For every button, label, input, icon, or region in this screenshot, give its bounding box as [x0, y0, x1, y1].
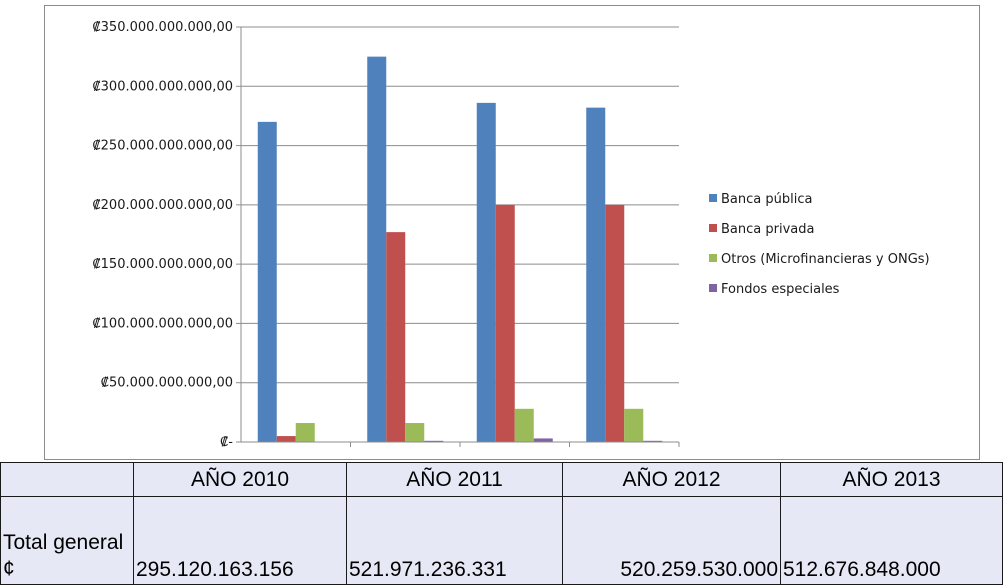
bar	[495, 204, 515, 442]
table-row: Total general ¢ 295.120.163.156 521.971.…	[0, 496, 1003, 585]
row-label: Total general ¢	[0, 496, 134, 585]
legend-label: Banca privada	[721, 222, 814, 237]
bar	[586, 107, 606, 442]
table-header-cell	[0, 462, 134, 497]
table-cell: 521.971.236.331	[346, 496, 563, 585]
table-cell: 520.259.530.000	[562, 496, 781, 585]
bar	[624, 408, 644, 442]
bar	[643, 440, 663, 442]
bar	[276, 436, 296, 442]
legend-label: Banca pública	[721, 192, 812, 207]
bar	[367, 56, 387, 443]
bar	[257, 121, 277, 442]
bar	[386, 232, 406, 442]
y-tick-label: ₡250.000.000.000,00	[92, 139, 233, 154]
y-tick-label: ₡50.000.000.000,00	[101, 376, 233, 391]
legend-swatch	[709, 224, 717, 232]
bar	[424, 440, 444, 442]
bar	[605, 204, 625, 442]
legend-swatch	[709, 194, 717, 202]
y-tick-label: ₡150.000.000.000,00	[92, 257, 233, 272]
y-tick-label: ₡200.000.000.000,00	[92, 198, 233, 213]
bar	[533, 438, 553, 442]
bar	[476, 102, 496, 442]
y-tick-label: ₡100.000.000.000,00	[92, 316, 233, 331]
totals-table: AÑO 2010 AÑO 2011 AÑO 2012 AÑO 2013 Tota…	[0, 462, 1003, 585]
legend-swatch	[709, 254, 717, 262]
table-header-cell: AÑO 2011	[346, 462, 563, 497]
bar	[514, 408, 534, 442]
table-cell: 512.676.848.000	[780, 496, 1003, 585]
bar	[405, 423, 425, 442]
table-header-row: AÑO 2010 AÑO 2011 AÑO 2012 AÑO 2013	[0, 462, 1003, 497]
y-tick-label: ₡350.000.000.000,00	[92, 20, 233, 35]
table-header-cell: AÑO 2012	[562, 462, 781, 497]
y-tick-label: ₡-	[220, 435, 233, 450]
bar	[295, 423, 315, 442]
table-header-cell: AÑO 2013	[780, 462, 1003, 497]
legend-label: Fondos especiales	[721, 282, 840, 297]
legend-label: Otros (Microfinancieras y ONGs)	[721, 252, 930, 267]
table-header-cell: AÑO 2010	[133, 462, 347, 497]
table-cell: 295.120.163.156	[133, 496, 347, 585]
y-tick-label: ₡300.000.000.000,00	[92, 79, 233, 94]
legend-swatch	[709, 284, 717, 292]
bar-chart: ₡- ₡50.000.000.000,00 ₡100.000.000.000,00 ₡…	[92, 20, 930, 450]
chart-frame: ₡- ₡50.000.000.000,00 ₡100.000.000.000,00 ₡…	[44, 5, 980, 460]
